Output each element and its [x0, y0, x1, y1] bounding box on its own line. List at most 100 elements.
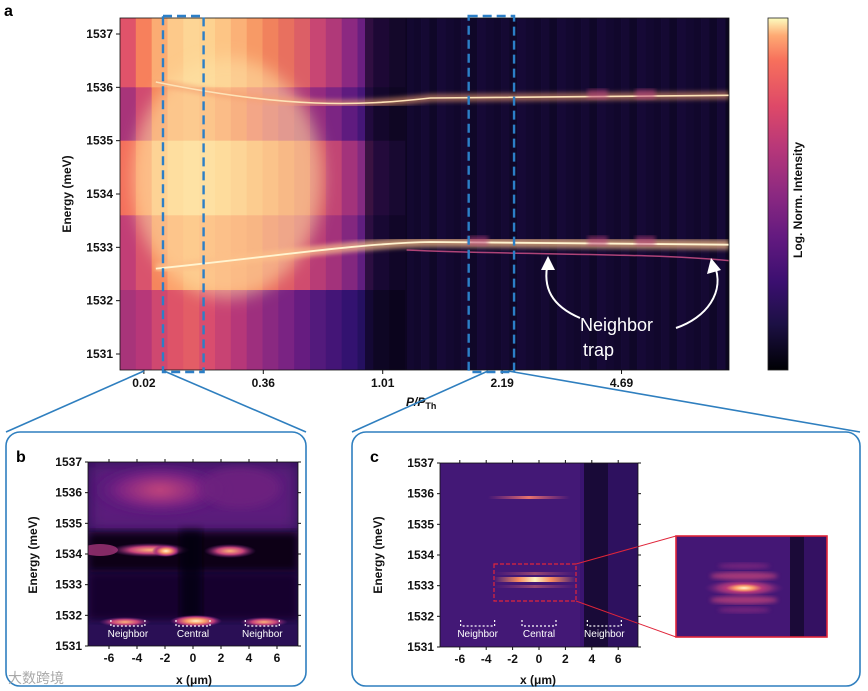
- ylabel-a: Energy (meV): [60, 155, 74, 232]
- xtick-label-a: 0.36: [252, 376, 276, 390]
- axes-b: 1531 1532 1533 1534 1535 1536 1537 -6 -4 -2 0 2 4 6: [55, 455, 301, 665]
- heatmap-a-column: [597, 18, 606, 370]
- heatmap-a-cell: [183, 290, 200, 370]
- inset-line-bottom: [575, 600, 677, 638]
- heatmap-a-cell: [215, 290, 232, 370]
- xtick-label: 6: [274, 651, 281, 665]
- heatmap-a-glow: [132, 58, 323, 298]
- ytick-label: 1534: [407, 548, 434, 562]
- heatmap-a-cell: [310, 290, 327, 370]
- heatmap-a-dark: [365, 18, 407, 370]
- ytick-label: 1532: [407, 609, 434, 623]
- ytick-label: 1534: [55, 547, 82, 561]
- heatmap-a-cell: [310, 18, 327, 88]
- axes-c: 1531 1532 1533 1534 1535 1536 1537 -6 -4 -2 0 2 4 6: [407, 456, 641, 666]
- heatmap-a-cell: [325, 290, 343, 370]
- xtick-label: -6: [104, 651, 115, 665]
- region-label: Neighbor: [457, 629, 498, 640]
- ytick-label: 1537: [407, 456, 434, 470]
- heatmap-a-column: [461, 18, 470, 370]
- ytick-label: 1531: [55, 639, 82, 653]
- heatmap-a-column: [549, 18, 558, 370]
- heatmap-a-cell: [120, 290, 137, 370]
- ylabel-c: Energy (meV): [371, 516, 385, 593]
- heatmap-a-cell: [135, 18, 153, 88]
- heatmap-a-column: [693, 18, 702, 370]
- heatmap-a-tail: [405, 18, 726, 370]
- heatmap-a-column: [469, 18, 478, 370]
- xtick-label: 4: [246, 651, 253, 665]
- ytick-label: 1536: [55, 486, 82, 500]
- heatmap-a-cell: [135, 290, 153, 370]
- heatmap-a-patch: [635, 236, 656, 246]
- inset-line-top: [575, 535, 677, 565]
- heatmap-a-cell: [199, 290, 216, 370]
- heatmap-a-patch: [587, 89, 608, 100]
- ytick-label-a: 1535: [86, 134, 113, 148]
- ytick-label-a: 1534: [86, 187, 113, 201]
- xtick-label: 2: [218, 651, 225, 665]
- selection-box: [161, 14, 205, 374]
- glow-center: [132, 58, 323, 298]
- callout-c-right: [507, 370, 861, 433]
- ytick-label: 1532: [55, 608, 82, 622]
- heatmap-a-cell: [294, 290, 311, 370]
- heatmap-a-column: [437, 18, 446, 370]
- frame-b: [5, 431, 307, 687]
- heatmap-a-column: [653, 18, 662, 370]
- callout-b-left: [5, 370, 145, 433]
- heatmap-a-column: [405, 18, 414, 370]
- heatmap-a-column: [533, 18, 542, 370]
- heatmap-a-column: [565, 18, 574, 370]
- heatmap-a-cell: [278, 290, 295, 370]
- heatmap-a-cell: [325, 18, 343, 88]
- heatmap-a-column: [421, 18, 430, 370]
- heatmap-a-column: [509, 18, 518, 370]
- xtick-label: 0: [536, 652, 543, 666]
- heatmap-a-cell: [167, 290, 184, 370]
- region-label: Neighbor: [584, 629, 625, 640]
- heatmap-a-column: [453, 18, 462, 370]
- mode-lower: [155, 241, 729, 270]
- xlabel-c: x (μm): [520, 673, 556, 687]
- heatmap-a-column: [501, 18, 510, 370]
- inset-region: [493, 563, 577, 602]
- heatmap-a-cell: [341, 18, 359, 88]
- heatmap-a-cell: [120, 18, 137, 88]
- ytick-label: 1533: [55, 578, 82, 592]
- xlabel-b: x (μm): [176, 673, 212, 687]
- heatmap-a-patch: [587, 236, 608, 246]
- callout-b-right: [163, 370, 307, 433]
- annotation-line1: Neighbor: [580, 315, 653, 335]
- heatmap-a-cell: [341, 290, 359, 370]
- panel-label-c: c: [370, 449, 379, 466]
- heatmap-a-patch: [468, 236, 489, 246]
- heatmap-a-cell: [120, 87, 137, 142]
- region-label: Neighbor: [242, 629, 283, 640]
- xlabel-a: P/PTh: [406, 395, 436, 411]
- ylabel-b: Energy (meV): [26, 516, 40, 593]
- heatmap-a-column: [445, 18, 454, 370]
- xtick-label: 0: [190, 651, 197, 665]
- colorbar-label: Log. Norm. Intensity: [791, 142, 805, 258]
- inset-frame: [675, 535, 828, 638]
- regions-c: Neighbor Central Neighbor: [457, 620, 625, 640]
- mode-upper: [155, 81, 729, 105]
- xtick-label: -2: [160, 651, 171, 665]
- region-label: Neighbor: [108, 629, 149, 640]
- ytick-label: 1533: [407, 579, 434, 593]
- xtick-label: 4: [588, 652, 595, 666]
- ytick-label: 1535: [55, 516, 82, 530]
- ytick-label-a: 1536: [86, 80, 113, 94]
- heatmap-a-column: [701, 18, 710, 370]
- axes-a: 1531 1532 1533 1534 1535 1536 1537 0.02 0.36 1.01…: [86, 14, 730, 390]
- heatmap-b: [88, 462, 298, 646]
- heatmap-a-cell: [120, 215, 137, 291]
- ytick-label: 1535: [407, 517, 434, 531]
- ytick-label: 1537: [55, 455, 82, 469]
- heatmap-a-column: [525, 18, 534, 370]
- heatmap-a-column: [557, 18, 566, 370]
- heatmap-a-column: [621, 18, 630, 370]
- watermark: 大数跨境: [8, 670, 64, 686]
